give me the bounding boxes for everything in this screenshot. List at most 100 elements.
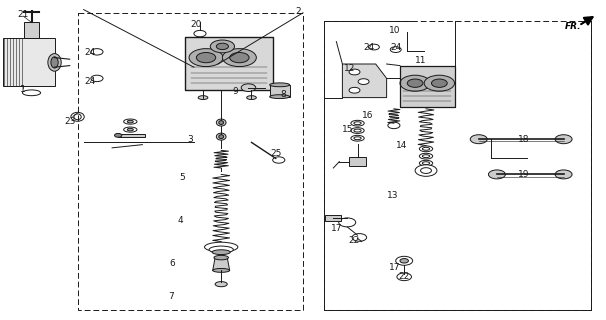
Circle shape: [210, 40, 235, 53]
Ellipse shape: [419, 153, 433, 159]
Text: 24: 24: [84, 48, 95, 57]
Text: 2: 2: [295, 7, 301, 16]
Circle shape: [424, 75, 454, 91]
Text: 22: 22: [348, 236, 359, 245]
Polygon shape: [325, 215, 341, 221]
Circle shape: [339, 218, 356, 227]
Text: 3: 3: [187, 135, 193, 144]
Ellipse shape: [422, 147, 430, 150]
Ellipse shape: [198, 96, 208, 100]
Text: 17: 17: [331, 224, 342, 233]
Ellipse shape: [216, 133, 226, 140]
Circle shape: [115, 133, 122, 137]
Text: 10: 10: [390, 26, 401, 35]
Polygon shape: [118, 134, 145, 137]
Polygon shape: [400, 66, 454, 107]
Circle shape: [358, 79, 369, 84]
Circle shape: [368, 44, 379, 50]
Ellipse shape: [48, 53, 61, 71]
Ellipse shape: [422, 155, 430, 158]
Circle shape: [400, 75, 430, 91]
Polygon shape: [270, 85, 290, 97]
Ellipse shape: [124, 127, 137, 132]
Ellipse shape: [215, 282, 227, 287]
Text: 15: 15: [342, 125, 353, 134]
Text: 1: 1: [20, 85, 26, 94]
Ellipse shape: [422, 162, 430, 164]
Circle shape: [488, 170, 505, 179]
Text: 23: 23: [64, 117, 75, 126]
Text: 5: 5: [179, 173, 185, 182]
Text: 25: 25: [270, 149, 281, 158]
Ellipse shape: [419, 146, 433, 152]
Bar: [400, 66, 454, 107]
Ellipse shape: [209, 246, 233, 253]
Text: 14: 14: [396, 141, 407, 150]
Text: 13: 13: [387, 191, 398, 200]
Ellipse shape: [214, 255, 228, 260]
Circle shape: [555, 170, 572, 179]
Circle shape: [390, 47, 401, 52]
Text: 22: 22: [399, 272, 410, 281]
Circle shape: [230, 52, 249, 63]
Circle shape: [194, 30, 206, 37]
Ellipse shape: [51, 57, 58, 68]
Text: 11: 11: [415, 56, 426, 65]
Ellipse shape: [351, 120, 364, 126]
Circle shape: [91, 75, 103, 82]
Ellipse shape: [354, 129, 361, 132]
Ellipse shape: [127, 120, 133, 123]
Ellipse shape: [247, 96, 256, 100]
Circle shape: [189, 49, 223, 67]
Text: 12: 12: [344, 64, 355, 73]
Ellipse shape: [71, 112, 84, 121]
Ellipse shape: [219, 135, 224, 139]
Circle shape: [470, 135, 487, 144]
Text: 17: 17: [390, 263, 401, 272]
Circle shape: [349, 69, 360, 75]
Text: 4: 4: [178, 216, 184, 225]
Ellipse shape: [270, 83, 290, 87]
Text: FR.: FR.: [564, 22, 581, 31]
Text: 24: 24: [390, 43, 401, 52]
Circle shape: [222, 49, 256, 67]
Polygon shape: [185, 37, 273, 90]
Ellipse shape: [270, 95, 290, 99]
Circle shape: [396, 256, 413, 265]
Circle shape: [397, 273, 411, 281]
Ellipse shape: [213, 268, 230, 272]
Circle shape: [388, 122, 400, 129]
Text: 8: 8: [281, 90, 287, 99]
Circle shape: [407, 79, 423, 87]
Polygon shape: [24, 22, 39, 38]
Text: 21: 21: [18, 10, 28, 19]
Ellipse shape: [354, 122, 361, 125]
Text: 20: 20: [190, 20, 201, 28]
Ellipse shape: [124, 119, 137, 124]
Polygon shape: [342, 64, 387, 98]
Ellipse shape: [351, 135, 364, 141]
Circle shape: [349, 87, 360, 93]
Bar: [185, 37, 273, 90]
Text: 7: 7: [168, 292, 174, 301]
Ellipse shape: [419, 160, 433, 166]
Text: 19: 19: [519, 170, 530, 179]
Text: 24: 24: [364, 43, 375, 52]
Circle shape: [400, 259, 408, 263]
Text: 24: 24: [84, 77, 95, 86]
Polygon shape: [213, 258, 230, 270]
Ellipse shape: [219, 121, 224, 124]
Circle shape: [216, 43, 228, 50]
Circle shape: [431, 79, 447, 87]
Circle shape: [91, 49, 103, 55]
Ellipse shape: [127, 128, 133, 131]
Circle shape: [352, 234, 367, 241]
Ellipse shape: [212, 250, 230, 255]
Ellipse shape: [216, 119, 226, 126]
Circle shape: [555, 135, 572, 144]
Circle shape: [415, 165, 437, 176]
Circle shape: [273, 157, 285, 163]
Text: 16: 16: [362, 111, 373, 120]
Circle shape: [196, 52, 216, 63]
Ellipse shape: [354, 137, 361, 140]
